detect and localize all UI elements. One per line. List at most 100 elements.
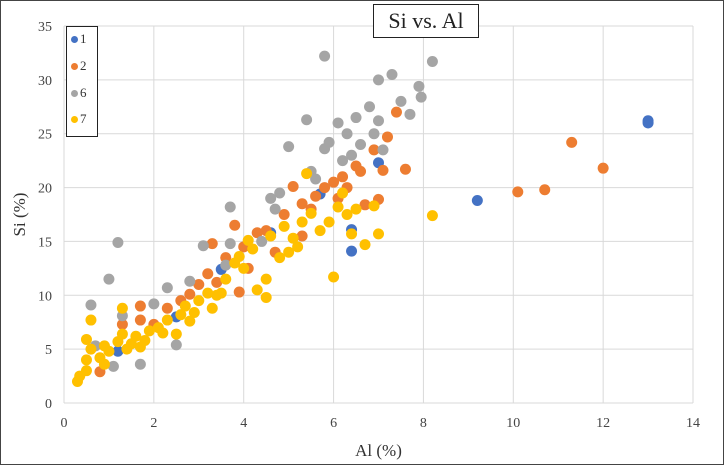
data-point-series-7 xyxy=(260,273,272,285)
y-tick-label: 15 xyxy=(38,235,52,250)
data-point-series-2 xyxy=(229,219,241,231)
data-point-series-7 xyxy=(328,271,340,283)
data-point-series-7 xyxy=(346,228,358,240)
data-point-series-7 xyxy=(368,200,380,212)
data-point-series-6 xyxy=(197,240,209,252)
data-point-series-7 xyxy=(292,241,304,253)
data-point-series-2 xyxy=(355,165,367,177)
data-point-series-6 xyxy=(332,117,344,129)
data-point-series-7 xyxy=(80,333,92,345)
data-point-series-2 xyxy=(310,190,322,202)
data-point-series-6 xyxy=(373,74,384,86)
legend-item-7: 7 xyxy=(71,111,87,127)
data-point-series-6 xyxy=(319,50,331,62)
data-point-series-6 xyxy=(220,259,232,271)
chart-title: Si vs. Al xyxy=(373,4,479,38)
data-point-series-7 xyxy=(170,328,182,340)
data-point-series-7 xyxy=(323,216,335,228)
data-point-series-7 xyxy=(332,201,344,213)
data-point-series-2 xyxy=(161,302,173,314)
y-tick-label: 0 xyxy=(45,397,52,412)
data-point-series-6 xyxy=(269,203,281,215)
data-point-series-6 xyxy=(355,138,367,150)
data-point-series-7 xyxy=(85,314,97,326)
data-point-series-6 xyxy=(301,114,313,126)
data-point-series-7 xyxy=(341,209,353,220)
data-point-series-6 xyxy=(346,149,358,161)
data-point-series-2 xyxy=(287,180,299,192)
legend: 1 2 6 7 xyxy=(66,26,98,137)
data-point-series-2 xyxy=(359,199,371,211)
data-point-series-7 xyxy=(260,291,272,303)
y-tick-label: 35 xyxy=(38,20,52,35)
data-point-series-7 xyxy=(278,220,290,232)
data-point-series-2 xyxy=(377,164,389,176)
y-axis-label: Si (%) xyxy=(10,193,29,237)
data-point-series-7 xyxy=(103,345,115,357)
y-tick-label: 20 xyxy=(38,182,52,197)
data-point-series-7 xyxy=(426,210,438,222)
y-tick-label: 10 xyxy=(38,289,52,304)
legend-label: 6 xyxy=(80,85,87,100)
data-point-series-7 xyxy=(251,284,263,296)
data-point-series-6 xyxy=(341,128,353,140)
data-point-series-2 xyxy=(597,162,609,174)
data-point-series-7 xyxy=(143,325,155,337)
data-point-series-6 xyxy=(274,187,286,199)
legend-label: 2 xyxy=(80,58,87,73)
data-point-series-7 xyxy=(175,309,187,321)
data-point-series-2 xyxy=(337,171,349,183)
x-tick-label: 10 xyxy=(506,416,520,431)
data-point-series-7 xyxy=(296,216,308,228)
legend-label: 1 xyxy=(80,31,87,46)
data-point-series-2 xyxy=(368,144,380,156)
data-point-series-7 xyxy=(220,273,232,285)
data-point-series-2 xyxy=(251,227,263,239)
data-point-series-7 xyxy=(98,358,110,370)
data-point-series-7 xyxy=(202,287,214,299)
x-tick-label: 2 xyxy=(150,416,157,431)
data-point-series-6 xyxy=(161,282,173,294)
legend-marker xyxy=(71,89,78,97)
data-point-series-2 xyxy=(319,182,331,194)
data-point-series-1 xyxy=(112,345,124,357)
data-point-series-7 xyxy=(188,307,200,319)
data-point-series-6 xyxy=(107,360,119,372)
data-point-series-2 xyxy=(233,286,245,298)
data-point-series-2 xyxy=(134,314,146,326)
data-point-series-7 xyxy=(157,327,169,339)
data-point-series-6 xyxy=(184,275,196,287)
data-point-series-2 xyxy=(220,252,232,264)
data-point-series-6 xyxy=(350,112,362,124)
data-point-series-2 xyxy=(202,268,214,280)
data-point-series-2 xyxy=(278,209,290,220)
data-point-series-7 xyxy=(206,302,218,314)
data-point-series-7 xyxy=(359,239,371,251)
y-tick-label: 30 xyxy=(38,74,52,89)
data-point-series-2 xyxy=(381,131,393,143)
data-point-series-6 xyxy=(148,298,160,310)
data-point-series-2 xyxy=(134,300,146,312)
data-point-series-6 xyxy=(283,141,295,153)
data-point-series-7 xyxy=(121,343,133,355)
y-tick-label: 25 xyxy=(38,128,52,143)
data-point-series-7 xyxy=(179,300,191,312)
x-tick-label: 8 xyxy=(420,416,427,431)
data-point-series-7 xyxy=(161,314,173,326)
data-point-series-7 xyxy=(116,328,128,340)
data-point-series-6 xyxy=(224,238,236,250)
data-point-series-6 xyxy=(386,68,398,80)
data-point-series-7 xyxy=(238,262,250,274)
data-point-series-6 xyxy=(377,144,389,156)
x-tick-label: 14 xyxy=(686,416,700,431)
legend-marker xyxy=(71,35,78,43)
data-point-series-2 xyxy=(512,186,524,198)
data-point-series-2 xyxy=(539,184,551,196)
data-point-series-7 xyxy=(85,343,97,355)
data-point-series-6 xyxy=(265,192,277,204)
data-point-series-6 xyxy=(319,143,331,155)
data-point-series-2 xyxy=(328,176,340,188)
data-point-series-6 xyxy=(112,237,124,249)
legend-item-1: 1 xyxy=(71,31,87,47)
